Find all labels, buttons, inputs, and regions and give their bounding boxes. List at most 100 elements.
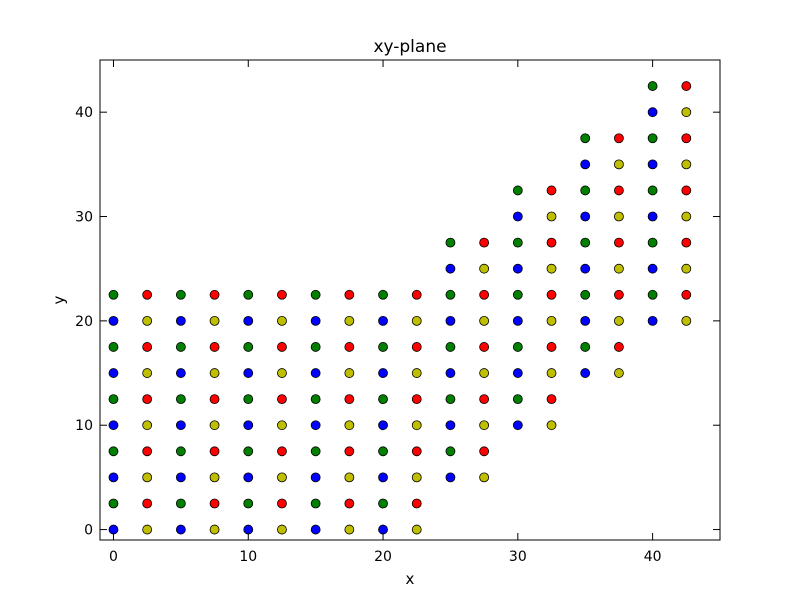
scatter-point-green: [580, 289, 591, 300]
scatter-point-green: [175, 342, 186, 352]
scatter-point-red: [546, 394, 557, 405]
scatter-point-blue: [243, 315, 254, 326]
scatter-point-yellow: [681, 107, 692, 118]
scatter-point-green: [647, 81, 658, 91]
scatter-point-green: [647, 289, 658, 300]
y-axis-label: y: [50, 295, 68, 304]
scatter-point-yellow: [681, 159, 692, 170]
scatter-point-red: [209, 446, 220, 457]
scatter-point-blue: [378, 524, 388, 535]
scatter-point-red: [681, 289, 692, 300]
scatter-point-green: [243, 446, 254, 457]
scatter-point-yellow: [614, 263, 624, 274]
scatter-point-blue: [647, 107, 658, 118]
scatter-point-green: [647, 237, 658, 248]
scatter-point-green: [580, 185, 591, 196]
y-tick-label: 40: [75, 105, 93, 121]
scatter-point-blue: [108, 420, 119, 431]
scatter-point-yellow: [546, 263, 557, 274]
scatter-point-yellow: [546, 315, 557, 326]
scatter-point-green: [175, 289, 186, 300]
scatter-point-blue: [108, 524, 119, 535]
scatter-point-green: [243, 498, 254, 509]
scatter-point-green: [512, 342, 523, 352]
scatter-point-red: [142, 498, 153, 509]
scatter-point-red: [142, 289, 153, 300]
y-tick-label: 10: [75, 418, 93, 434]
scatter-point-blue: [175, 368, 186, 378]
scatter-point-yellow: [411, 420, 422, 431]
scatter-point-green: [445, 446, 456, 457]
scatter-point-green: [512, 237, 523, 248]
scatter-point-green: [310, 498, 321, 509]
scatter-point-red: [411, 289, 422, 300]
scatter-point-yellow: [479, 472, 490, 483]
scatter-point-green: [378, 498, 388, 509]
scatter-point-red: [546, 342, 557, 352]
scatter-point-green: [445, 342, 456, 352]
scatter-point-blue: [108, 368, 119, 378]
scatter-point-red: [681, 81, 692, 91]
scatter-point-blue: [647, 263, 658, 274]
scatter-point-red: [411, 498, 422, 509]
scatter-point-red: [479, 394, 490, 405]
scatter-point-green: [108, 446, 119, 457]
ticks-layer: 0 10 20 30 40 0 10 20 30 40: [75, 60, 720, 565]
scatter-point-red: [479, 289, 490, 300]
scatter-point-yellow: [344, 315, 355, 326]
scatter-point-blue: [310, 368, 321, 378]
scatter-point-green: [378, 289, 388, 300]
scatter-point-red: [209, 289, 220, 300]
y-tick-label: 20: [75, 314, 93, 330]
scatter-point-red: [142, 394, 153, 405]
scatter-point-yellow: [614, 315, 624, 326]
scatter-point-yellow: [411, 368, 422, 378]
scatter-point-red: [681, 185, 692, 196]
scatter-point-red: [411, 446, 422, 457]
x-tick-label: 20: [374, 549, 392, 565]
scatter-point-green: [647, 185, 658, 196]
x-tick-label: 10: [239, 549, 257, 565]
scatter-point-yellow: [681, 315, 692, 326]
scatter-point-green: [310, 394, 321, 405]
scatter-point-green: [580, 133, 591, 144]
scatter-point-yellow: [277, 420, 287, 431]
scatter-point-red: [614, 185, 624, 196]
scatter-point-red: [546, 237, 557, 248]
scatter-point-blue: [243, 472, 254, 483]
scatter-point-yellow: [681, 263, 692, 274]
scatter-point-green: [310, 289, 321, 300]
scatter-point-red: [411, 342, 422, 352]
scatter-point-blue: [243, 524, 254, 535]
scatter-point-yellow: [142, 315, 153, 326]
scatter-point-yellow: [142, 420, 153, 431]
scatter-point-blue: [378, 420, 388, 431]
scatter-point-blue: [512, 420, 523, 431]
scatter-point-blue: [175, 315, 186, 326]
scatter-point-yellow: [479, 263, 490, 274]
scatter-point-blue: [175, 420, 186, 431]
scatter-point-red: [209, 394, 220, 405]
scatter-point-red: [344, 289, 355, 300]
scatter-point-red: [344, 498, 355, 509]
scatter-point-blue: [108, 315, 119, 326]
scatter-point-green: [175, 498, 186, 509]
scatter-point-yellow: [411, 315, 422, 326]
scatter-point-yellow: [411, 472, 422, 483]
scatter-point-red: [209, 342, 220, 352]
scatter-point-green: [108, 289, 119, 300]
scatter-point-blue: [512, 211, 523, 222]
scatter-point-blue: [378, 368, 388, 378]
scatter-point-blue: [310, 420, 321, 431]
scatter-point-red: [277, 394, 287, 405]
scatter-point-red: [142, 342, 153, 352]
scatter-point-red: [344, 446, 355, 457]
scatter-point-green: [445, 289, 456, 300]
scatter-point-yellow: [142, 524, 153, 535]
scatter-point-yellow: [209, 472, 220, 483]
x-tick-label: 40: [644, 549, 662, 565]
scatter-point-yellow: [614, 368, 624, 378]
scatter-point-blue: [580, 159, 591, 170]
scatter-point-red: [209, 498, 220, 509]
